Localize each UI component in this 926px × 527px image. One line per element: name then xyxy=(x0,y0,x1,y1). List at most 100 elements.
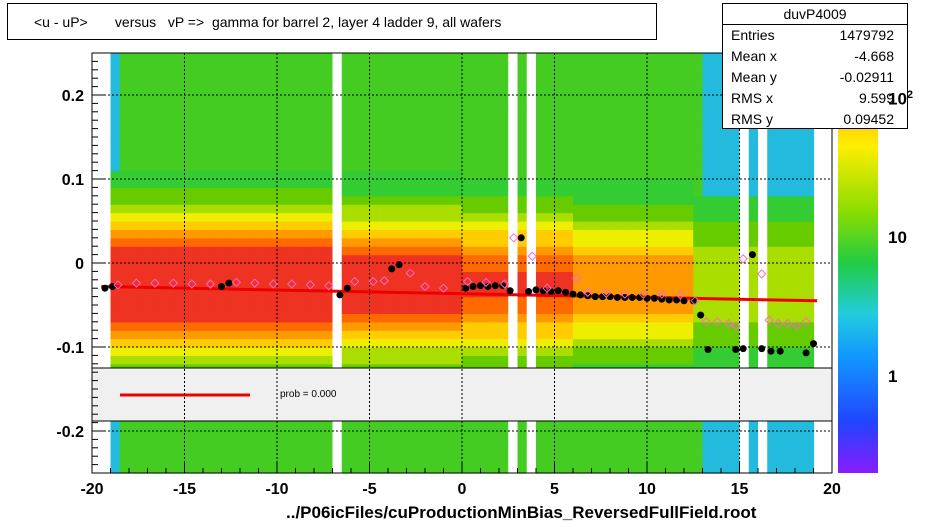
heatmap-cell xyxy=(129,61,139,71)
heatmap-cell xyxy=(656,439,667,449)
heatmap-cell xyxy=(240,431,250,440)
heatmap-cell xyxy=(795,204,805,214)
heatmap-cell xyxy=(489,111,500,121)
heatmap-cell xyxy=(221,195,232,205)
heatmap-cell xyxy=(462,271,472,281)
heatmap-cell xyxy=(554,128,565,138)
heatmap-cell xyxy=(526,145,537,155)
heatmap-cell xyxy=(277,296,287,306)
heatmap-cell xyxy=(351,162,361,172)
heatmap-cell xyxy=(415,195,426,205)
heatmap-cell xyxy=(785,237,796,247)
heatmap-cell xyxy=(582,170,593,180)
heatmap-cell xyxy=(434,86,445,96)
heatmap-cell xyxy=(277,137,287,146)
heatmap-cell xyxy=(388,296,398,306)
heatmap-cell xyxy=(471,153,482,163)
heatmap-cell xyxy=(785,170,796,180)
heatmap-cell xyxy=(526,221,537,230)
heatmap-cell xyxy=(526,263,537,272)
heatmap-cell xyxy=(619,195,630,205)
heatmap-cell xyxy=(304,338,315,348)
heatmap-cell xyxy=(600,229,611,239)
heatmap-cell xyxy=(508,237,519,247)
heatmap-cell xyxy=(452,120,463,130)
heatmap-cell xyxy=(240,305,250,314)
heatmap-cell xyxy=(665,305,676,314)
heatmap-cell xyxy=(156,321,167,331)
heatmap-cell xyxy=(656,78,667,88)
heatmap-cell xyxy=(517,212,528,222)
heatmap-cell xyxy=(508,86,519,96)
heatmap-cell xyxy=(369,69,380,79)
heatmap-cell xyxy=(536,137,546,146)
heatmap-cell xyxy=(600,179,611,188)
heatmap-cell xyxy=(267,187,278,197)
heatmap-cell xyxy=(434,237,445,247)
heatmap-cell xyxy=(674,78,685,88)
heatmap-cell xyxy=(341,330,352,340)
heatmap-cell xyxy=(221,53,232,62)
heatmap-cell xyxy=(656,170,667,180)
heatmap-cell xyxy=(776,288,787,298)
heatmap-cell xyxy=(610,271,620,281)
heatmap-cell xyxy=(156,128,167,138)
heatmap-cell xyxy=(351,221,361,230)
heatmap-cell xyxy=(156,145,167,155)
heatmap-cell xyxy=(665,447,676,457)
heatmap-cell xyxy=(489,237,500,247)
heatmap-cell xyxy=(147,330,158,340)
heatmap-cell xyxy=(489,221,500,230)
heatmap-cell xyxy=(462,355,472,365)
heatmap-cell xyxy=(600,153,611,163)
heatmap-cell xyxy=(110,170,121,180)
heatmap-cell xyxy=(360,431,371,440)
heatmap-cell xyxy=(388,162,398,172)
heatmap-cell xyxy=(230,464,241,474)
heatmap-cell xyxy=(110,204,121,214)
heatmap-cell xyxy=(665,330,676,340)
heatmap-cell xyxy=(702,263,713,272)
heatmap-cell xyxy=(684,187,694,197)
heatmap-cell xyxy=(212,69,223,79)
heatmap-cell xyxy=(656,246,667,256)
heatmap-cell xyxy=(193,145,204,155)
heatmap-cell xyxy=(758,355,768,365)
heatmap-cell xyxy=(804,187,815,197)
heatmap-cell xyxy=(378,170,389,180)
heatmap-cell xyxy=(600,221,611,230)
heatmap-cell xyxy=(332,330,343,340)
heatmap-cell xyxy=(674,271,685,281)
heatmap-cell xyxy=(748,170,759,180)
data-point-filled xyxy=(697,311,705,319)
heatmap-cell xyxy=(351,187,361,197)
heatmap-cell xyxy=(767,263,778,272)
heatmap-cell xyxy=(332,447,343,457)
heatmap-cell xyxy=(526,86,537,96)
heatmap-cell xyxy=(369,120,380,130)
heatmap-cell xyxy=(610,103,620,113)
heatmap-cell xyxy=(665,237,676,247)
heatmap-cell xyxy=(739,321,750,331)
heatmap-cell xyxy=(138,53,149,62)
heatmap-cell xyxy=(212,321,223,331)
heatmap-cell xyxy=(674,422,685,432)
heatmap-cell xyxy=(591,170,602,180)
heatmap-cell xyxy=(508,347,519,356)
heatmap-cell xyxy=(138,120,149,130)
stats-value: 1479792 xyxy=(839,27,894,43)
heatmap-cell xyxy=(351,145,361,155)
heatmap-cell xyxy=(499,61,509,71)
heatmap-cell xyxy=(267,179,278,188)
heatmap-cell xyxy=(129,288,139,298)
heatmap-cell xyxy=(739,456,750,466)
heatmap-cell xyxy=(795,288,805,298)
heatmap-cell xyxy=(508,464,519,474)
heatmap-cell xyxy=(138,86,149,96)
heatmap-cell xyxy=(175,69,186,79)
heatmap-cell xyxy=(193,229,204,239)
heatmap-cell xyxy=(489,162,500,172)
heatmap-cell xyxy=(795,456,805,466)
heatmap-cell xyxy=(739,254,750,264)
heatmap-cell xyxy=(600,212,611,222)
